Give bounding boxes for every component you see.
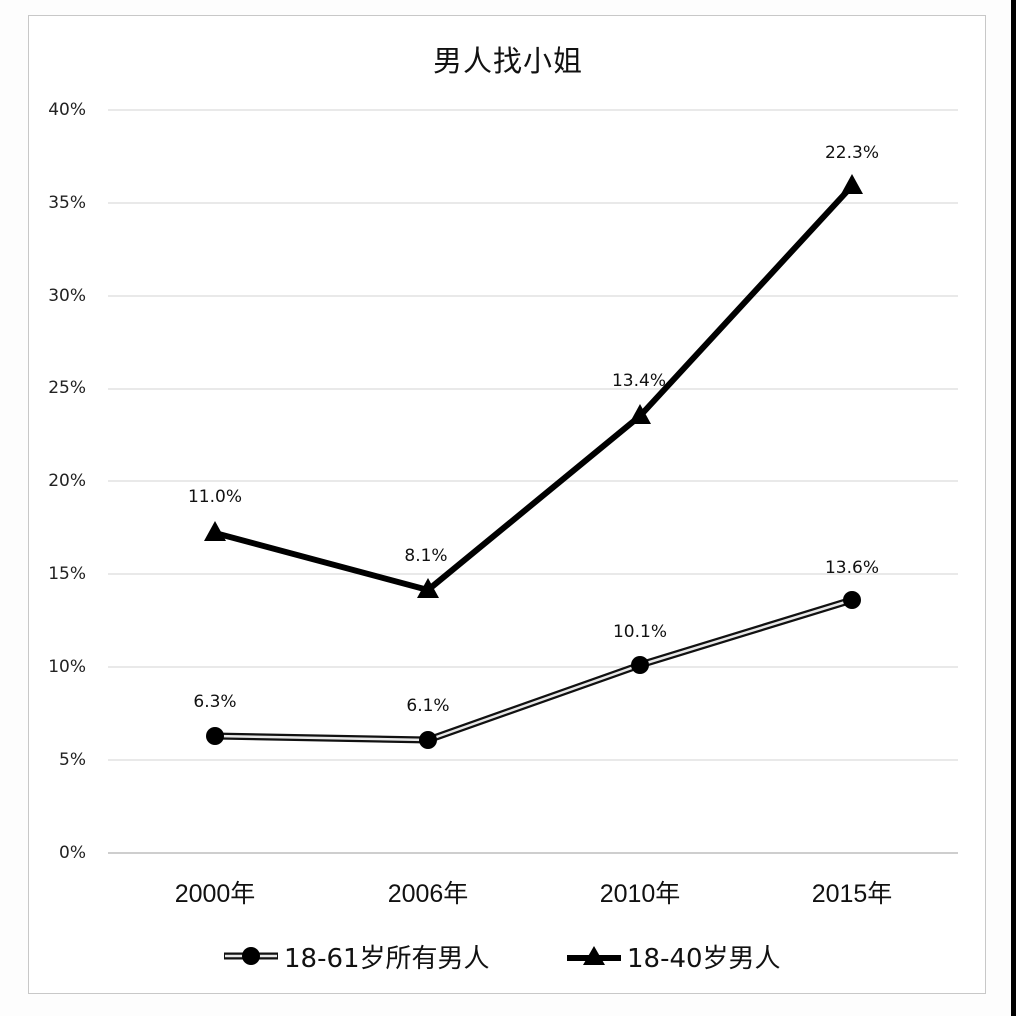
data-label: 22.3% (824, 143, 879, 163)
y-tick-label: 35% (48, 193, 86, 213)
chart-title: 男人找小姐 (432, 44, 583, 78)
y-tick-label: 15% (48, 564, 86, 584)
triangle-marker (629, 404, 651, 424)
circle-marker (206, 727, 224, 745)
y-tick-label: 20% (48, 471, 86, 491)
data-label: 8.1% (404, 546, 448, 566)
triangle-marker (204, 521, 226, 541)
y-tick-label: 30% (48, 286, 86, 306)
data-label: 13.6% (824, 558, 879, 578)
y-tick-label: 25% (48, 378, 86, 398)
legend-item-young-men[interactable]: 18-40岁男人 (565, 936, 781, 976)
circle-marker (843, 591, 861, 609)
legend-item-all-men[interactable]: 18-61岁所有男人 (222, 936, 490, 976)
legend: 18-61岁所有男人 18-40岁男人 (0, 936, 1016, 976)
triangle-icon (567, 946, 621, 965)
circle-marker (631, 656, 649, 674)
series-all-men (206, 591, 861, 749)
gridlines (108, 109, 958, 761)
circle-icon (224, 947, 278, 965)
data-label: 13.4% (611, 371, 666, 391)
circle-marker (419, 731, 437, 749)
y-tick-label: 0% (59, 843, 86, 863)
y-tick-label: 40% (48, 100, 86, 120)
series-young-men (204, 174, 863, 598)
x-tick-label: 2010年 (599, 880, 681, 908)
legend-label: 18-40岁男人 (627, 943, 781, 974)
data-label: 6.3% (193, 692, 237, 712)
triangle-marker (841, 174, 863, 194)
triangle-marker (417, 578, 439, 598)
x-tick-label: 2000年 (174, 880, 256, 908)
data-label: 10.1% (612, 622, 667, 642)
chart-frame (28, 15, 986, 994)
x-tick-label: 2006年 (387, 880, 469, 908)
y-tick-label: 10% (48, 657, 86, 677)
x-tick-label: 2015年 (811, 880, 893, 908)
right-edge-strip (1011, 0, 1016, 1016)
data-label: 6.1% (406, 696, 450, 716)
legend-label: 18-61岁所有男人 (284, 943, 490, 974)
y-tick-label: 5% (59, 750, 86, 770)
data-label: 11.0% (187, 487, 242, 507)
